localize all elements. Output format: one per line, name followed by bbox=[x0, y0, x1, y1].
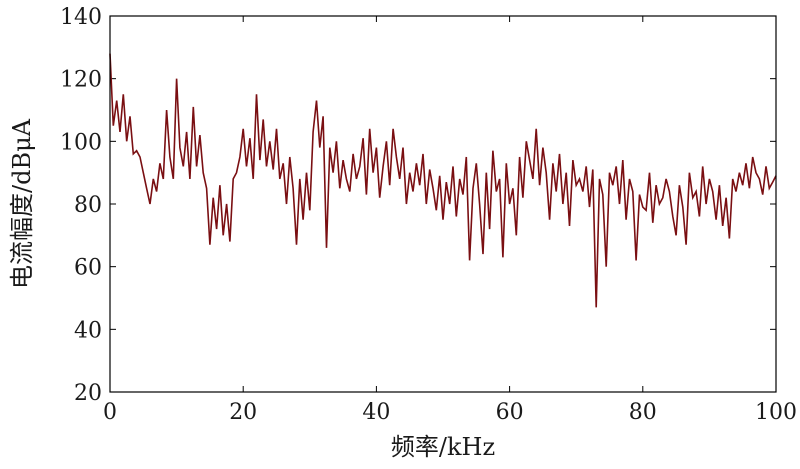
series-line bbox=[109, 53, 777, 308]
x-axis-label: 频率/kHz bbox=[391, 433, 495, 461]
x-tick-label: 100 bbox=[755, 400, 797, 425]
series-layer bbox=[109, 53, 777, 308]
x-tick-label: 0 bbox=[103, 400, 117, 425]
y-tick-label: 100 bbox=[60, 130, 102, 155]
plot-frame bbox=[109, 15, 777, 393]
x-tick-label: 40 bbox=[362, 400, 390, 425]
y-tick-label: 140 bbox=[60, 5, 102, 30]
y-axis-label: 电流幅度/dBμA bbox=[8, 118, 36, 289]
y-tick-label: 20 bbox=[74, 381, 102, 406]
y-tick-label: 120 bbox=[60, 68, 102, 93]
y-tick-label: 40 bbox=[74, 318, 102, 343]
y-tick-label: 80 bbox=[74, 193, 102, 218]
y-tick-label: 60 bbox=[74, 256, 102, 281]
x-tick-label: 80 bbox=[629, 400, 657, 425]
plot-background bbox=[110, 16, 776, 392]
x-tick-label: 60 bbox=[496, 400, 524, 425]
x-tick-label: 20 bbox=[229, 400, 257, 425]
